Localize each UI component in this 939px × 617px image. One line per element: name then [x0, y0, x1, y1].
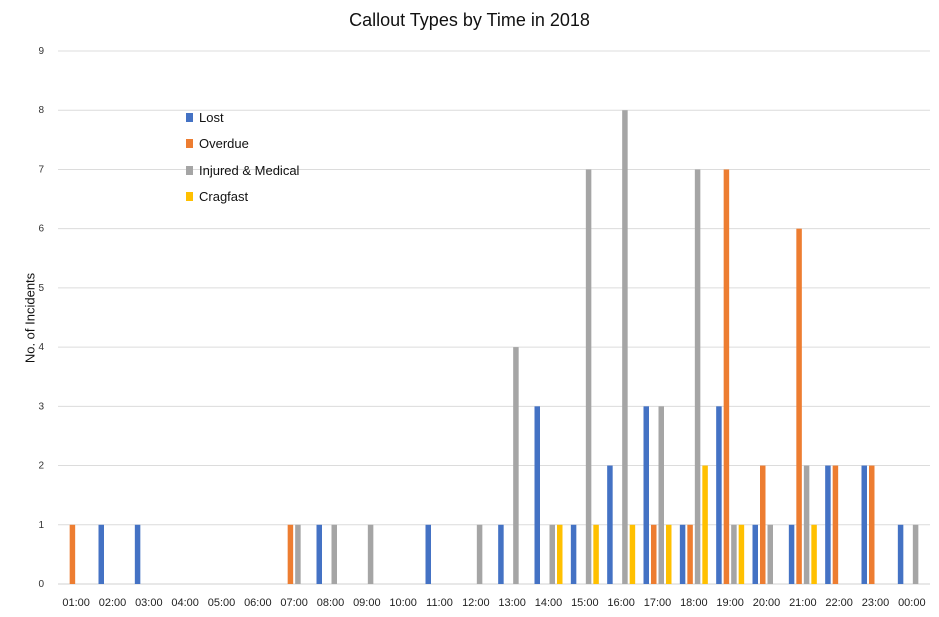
bar-lost — [134, 524, 141, 584]
y-tick-label: 1 — [38, 520, 44, 531]
bar-lost — [607, 465, 613, 584]
bar-cragfast — [811, 524, 817, 584]
bar-injured-medical — [803, 465, 810, 584]
bar-lost — [788, 524, 795, 584]
bar-lost — [534, 406, 540, 584]
x-tick-label: 06:00 — [244, 597, 272, 609]
y-tick-label: 4 — [38, 342, 44, 353]
x-tick-label: 12:00 — [462, 597, 490, 609]
x-tick-label: 00:00 — [898, 597, 926, 609]
y-tick-label: 7 — [38, 164, 44, 175]
x-tick-label: 01:00 — [62, 597, 90, 609]
legend-swatch — [186, 139, 193, 149]
y-tick-label: 6 — [38, 224, 44, 235]
bar-cragfast — [629, 524, 636, 584]
x-tick-label: 19:00 — [716, 597, 744, 609]
legend-item: Overdue — [186, 131, 299, 158]
legend-label: Overdue — [199, 136, 249, 152]
bar-lost — [861, 465, 867, 584]
x-tick-label: 17:00 — [644, 597, 672, 609]
legend-label: Injured & Medical — [199, 162, 300, 178]
legend-swatch — [186, 192, 193, 202]
bar-cragfast — [557, 524, 563, 584]
legend-swatch — [186, 165, 193, 175]
bar-injured-medical — [658, 406, 664, 584]
bar-injured-medical — [476, 524, 483, 584]
bar-overdue — [832, 465, 839, 584]
x-tick-label: 14:00 — [535, 597, 563, 609]
bar-lost — [679, 524, 686, 584]
bar-overdue — [760, 465, 766, 584]
chart-title: Callout Types by Time in 2018 — [349, 10, 590, 30]
legend: Lost Overdue Injured & Medical Cragfast — [186, 104, 299, 210]
bar-overdue — [869, 465, 875, 584]
bar-lost — [716, 406, 722, 584]
x-tick-label: 20:00 — [753, 597, 781, 609]
x-tick-label: 04:00 — [171, 597, 199, 609]
y-tick-label: 3 — [38, 401, 44, 412]
x-tick-label: 08:00 — [317, 597, 345, 609]
bar-lost — [752, 524, 758, 584]
x-tick-label: 07:00 — [280, 597, 308, 609]
bar-lost — [825, 465, 831, 584]
bar-injured-medical — [513, 347, 519, 584]
x-tick-label: 16:00 — [607, 597, 635, 609]
x-tick-label: 11:00 — [426, 597, 453, 609]
bar-injured-medical — [585, 169, 592, 584]
legend-label: Lost — [199, 109, 224, 125]
bar-injured-medical — [331, 524, 337, 584]
legend-item: Lost — [186, 104, 299, 131]
y-tick-label: 0 — [38, 579, 44, 590]
bar-cragfast — [593, 524, 599, 584]
bar-injured-medical — [295, 524, 301, 584]
x-tick-label: 03:00 — [135, 597, 163, 609]
legend-label: Cragfast — [199, 189, 249, 205]
x-tick-label: 05:00 — [208, 597, 236, 609]
x-tick-label: 21:00 — [789, 597, 817, 609]
bar-lost — [98, 524, 104, 584]
bar-cragfast — [702, 465, 708, 584]
bar-injured-medical — [731, 524, 737, 584]
bar-overdue — [723, 169, 730, 584]
x-tick-label: 13:00 — [498, 597, 526, 609]
bar-lost — [498, 524, 504, 584]
bar-overdue — [287, 524, 294, 584]
bar-injured-medical — [622, 110, 628, 584]
bar-lost — [316, 524, 322, 584]
y-tick-label: 5 — [38, 283, 44, 294]
bar-overdue — [687, 524, 693, 584]
legend-item: Injured & Medical — [186, 157, 299, 184]
bar-cragfast — [666, 524, 672, 584]
bar-overdue — [796, 228, 802, 584]
bar-lost — [425, 524, 431, 584]
x-tick-label: 18:00 — [680, 597, 708, 609]
bar-injured-medical — [367, 524, 374, 584]
bar-lost — [570, 524, 577, 584]
bar-overdue — [651, 524, 657, 584]
x-tick-label: 02:00 — [99, 597, 127, 609]
bar-lost — [897, 524, 904, 584]
legend-item: Cragfast — [186, 184, 299, 211]
bar-injured-medical — [767, 524, 773, 584]
x-tick-label: 09:00 — [353, 597, 381, 609]
bar-injured-medical — [549, 524, 555, 584]
bar-injured-medical — [912, 524, 919, 584]
bar-lost — [643, 406, 649, 584]
x-tick-label: 15:00 — [571, 597, 599, 609]
bar-overdue — [69, 524, 76, 584]
legend-swatch — [186, 112, 193, 122]
bar-cragfast — [738, 524, 745, 584]
bar-injured-medical — [694, 169, 701, 584]
y-tick-label: 8 — [38, 105, 44, 116]
y-tick-label: 2 — [38, 461, 44, 472]
x-tick-label: 22:00 — [825, 597, 853, 609]
y-tick-label: 9 — [38, 46, 44, 57]
x-tick-label: 10:00 — [389, 597, 417, 609]
y-axis-label: No. of Incidents — [22, 272, 38, 364]
x-tick-label: 23:00 — [862, 597, 890, 609]
